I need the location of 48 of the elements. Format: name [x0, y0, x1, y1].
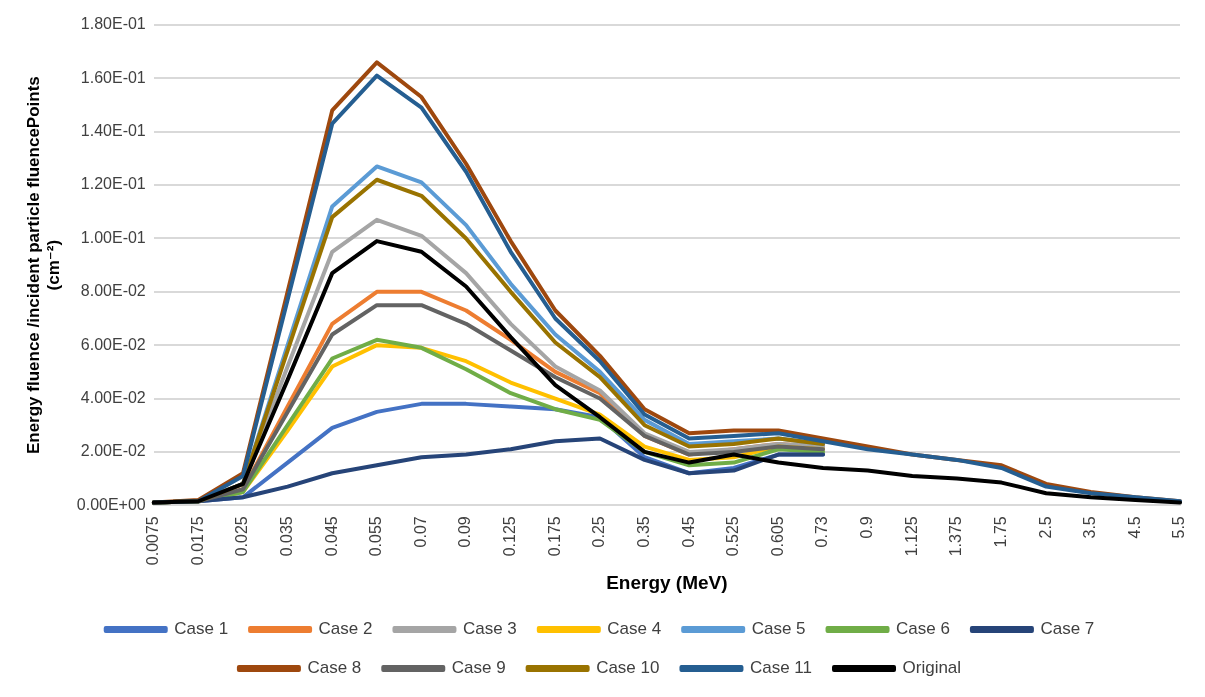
legend-label: Case 7 — [1040, 619, 1095, 639]
legend-label: Case 11 — [749, 658, 813, 678]
x-tick-label: 5.5 — [1170, 516, 1188, 539]
x-tick-label: 1.75 — [991, 516, 1009, 548]
legend-label: Case 1 — [174, 619, 229, 639]
x-tick-label: 3.5 — [1081, 516, 1099, 539]
legend-label: Case 9 — [451, 658, 506, 678]
legend-label: Original — [902, 658, 962, 678]
legend-label: Case 6 — [896, 619, 950, 639]
y-tick-label: 0.00E+00 — [76, 495, 146, 513]
x-tick-label: 1.375 — [947, 516, 965, 557]
x-tick-label: 2.5 — [1036, 516, 1054, 539]
y-axis-title: Energy fluence /incident particle fluencePoints (cm⁻²) — [23, 76, 64, 455]
x-tick-label: 0.0075 — [144, 516, 162, 566]
x-tick-label: 0.9 — [858, 516, 876, 539]
legend-label: Case 10 — [596, 658, 660, 678]
x-tick-label: 0.125 — [501, 516, 519, 557]
legend-label: Case 5 — [751, 619, 806, 639]
x-tick-label: 4.5 — [1125, 516, 1143, 539]
x-tick-label: 0.175 — [545, 516, 563, 557]
y-tick-label: 8.00E-02 — [80, 282, 146, 300]
legend-label: Case 8 — [307, 658, 362, 678]
x-tick-label: 0.025 — [233, 516, 251, 557]
y-tick-label: 1.80E-01 — [80, 15, 146, 33]
x-tick-label: 0.525 — [724, 516, 742, 557]
y-tick-label: 1.40E-01 — [80, 122, 146, 140]
legend-label: Case 2 — [318, 619, 373, 639]
x-tick-label: 0.73 — [813, 516, 831, 548]
x-tick-label: 0.0175 — [188, 516, 206, 566]
legend-label: Case 4 — [607, 619, 662, 639]
x-tick-label: 0.45 — [679, 516, 697, 548]
x-tick-label: 0.25 — [590, 516, 608, 548]
y-tick-label: 2.00E-02 — [80, 442, 146, 460]
y-tick-label: 1.20E-01 — [80, 175, 146, 193]
x-tick-label: 0.605 — [768, 516, 786, 557]
y-tick-label: 1.60E-01 — [80, 68, 146, 86]
x-tick-label: 0.035 — [278, 516, 296, 557]
x-axis-title: Energy (MeV) — [606, 571, 728, 593]
legend-label: Case 3 — [462, 619, 517, 639]
y-tick-label: 6.00E-02 — [80, 335, 146, 353]
x-tick-label: 0.35 — [634, 516, 652, 548]
x-tick-label: 0.09 — [456, 516, 474, 548]
x-tick-label: 1.125 — [902, 516, 920, 557]
y-tick-label: 4.00E-02 — [80, 388, 146, 406]
x-tick-label: 0.045 — [322, 516, 340, 557]
x-tick-label: 0.07 — [411, 516, 429, 548]
y-tick-label: 1.00E-01 — [80, 228, 146, 246]
x-tick-label: 0.055 — [367, 516, 385, 557]
